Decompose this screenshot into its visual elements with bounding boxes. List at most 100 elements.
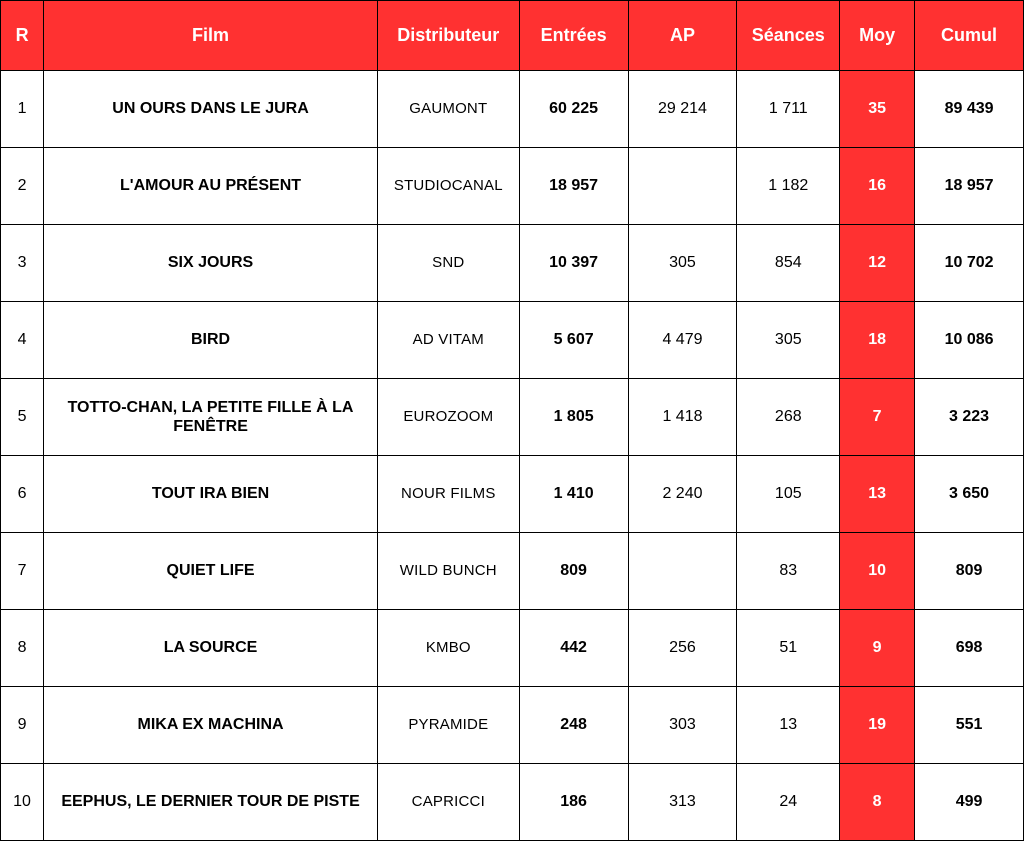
cell-entrees: 1 410 <box>519 456 628 533</box>
cell-cumul: 551 <box>915 687 1024 764</box>
cell-seances: 1 711 <box>737 71 840 148</box>
table-row: 1 UN OURS DANS LE JURA GAUMONT 60 225 29… <box>1 71 1024 148</box>
col-header-ap: AP <box>628 1 737 71</box>
cell-rank: 3 <box>1 225 44 302</box>
table-row: 10 EEPHUS, LE DERNIER TOUR DE PISTE CAPR… <box>1 764 1024 841</box>
cell-seances: 105 <box>737 456 840 533</box>
cell-entrees: 248 <box>519 687 628 764</box>
cell-cumul: 698 <box>915 610 1024 687</box>
cell-rank: 10 <box>1 764 44 841</box>
table-header-row: R Film Distributeur Entrées AP Séances M… <box>1 1 1024 71</box>
cell-dist: STUDIOCANAL <box>377 148 519 225</box>
cell-rank: 2 <box>1 148 44 225</box>
cell-cumul: 809 <box>915 533 1024 610</box>
cell-moy: 7 <box>840 379 915 456</box>
cell-entrees: 10 397 <box>519 225 628 302</box>
table-body: 1 UN OURS DANS LE JURA GAUMONT 60 225 29… <box>1 71 1024 841</box>
table-row: 9 MIKA EX MACHINA PYRAMIDE 248 303 13 19… <box>1 687 1024 764</box>
cell-ap: 313 <box>628 764 737 841</box>
cell-ap <box>628 533 737 610</box>
cell-moy: 13 <box>840 456 915 533</box>
cell-cumul: 3 223 <box>915 379 1024 456</box>
cell-cumul: 10 086 <box>915 302 1024 379</box>
cell-film: L'AMOUR AU PRÉSENT <box>44 148 378 225</box>
cell-dist: EUROZOOM <box>377 379 519 456</box>
col-header-rank: R <box>1 1 44 71</box>
cell-moy: 35 <box>840 71 915 148</box>
cell-ap: 29 214 <box>628 71 737 148</box>
cell-dist: NOUR FILMS <box>377 456 519 533</box>
cell-ap: 1 418 <box>628 379 737 456</box>
cell-ap: 256 <box>628 610 737 687</box>
cell-seances: 83 <box>737 533 840 610</box>
cell-ap: 4 479 <box>628 302 737 379</box>
table-row: 4 BIRD AD VITAM 5 607 4 479 305 18 10 08… <box>1 302 1024 379</box>
cell-moy: 8 <box>840 764 915 841</box>
table-row: 2 L'AMOUR AU PRÉSENT STUDIOCANAL 18 957 … <box>1 148 1024 225</box>
cell-cumul: 89 439 <box>915 71 1024 148</box>
cell-ap <box>628 148 737 225</box>
col-header-cumul: Cumul <box>915 1 1024 71</box>
cell-dist: CAPRICCI <box>377 764 519 841</box>
col-header-seances: Séances <box>737 1 840 71</box>
cell-rank: 5 <box>1 379 44 456</box>
cell-cumul: 3 650 <box>915 456 1024 533</box>
cell-film: EEPHUS, LE DERNIER TOUR DE PISTE <box>44 764 378 841</box>
cell-dist: AD VITAM <box>377 302 519 379</box>
cell-ap: 305 <box>628 225 737 302</box>
cell-moy: 10 <box>840 533 915 610</box>
cell-rank: 1 <box>1 71 44 148</box>
cell-moy: 18 <box>840 302 915 379</box>
cell-rank: 9 <box>1 687 44 764</box>
cell-moy: 12 <box>840 225 915 302</box>
col-header-moy: Moy <box>840 1 915 71</box>
cell-moy: 19 <box>840 687 915 764</box>
cell-film: TOTTO-CHAN, LA PETITE FILLE À LA FENÊTRE <box>44 379 378 456</box>
cell-entrees: 5 607 <box>519 302 628 379</box>
cell-dist: WILD BUNCH <box>377 533 519 610</box>
cell-entrees: 809 <box>519 533 628 610</box>
cell-entrees: 60 225 <box>519 71 628 148</box>
cell-seances: 305 <box>737 302 840 379</box>
cell-seances: 24 <box>737 764 840 841</box>
cell-film: QUIET LIFE <box>44 533 378 610</box>
table-row: 8 LA SOURCE KMBO 442 256 51 9 698 <box>1 610 1024 687</box>
table-row: 6 TOUT IRA BIEN NOUR FILMS 1 410 2 240 1… <box>1 456 1024 533</box>
cell-cumul: 18 957 <box>915 148 1024 225</box>
cell-film: TOUT IRA BIEN <box>44 456 378 533</box>
cell-film: MIKA EX MACHINA <box>44 687 378 764</box>
cell-entrees: 186 <box>519 764 628 841</box>
cell-film: SIX JOURS <box>44 225 378 302</box>
cell-seances: 268 <box>737 379 840 456</box>
col-header-dist: Distributeur <box>377 1 519 71</box>
table-row: 7 QUIET LIFE WILD BUNCH 809 83 10 809 <box>1 533 1024 610</box>
cell-film: UN OURS DANS LE JURA <box>44 71 378 148</box>
cell-dist: GAUMONT <box>377 71 519 148</box>
cell-rank: 6 <box>1 456 44 533</box>
col-header-film: Film <box>44 1 378 71</box>
cell-seances: 854 <box>737 225 840 302</box>
cell-entrees: 442 <box>519 610 628 687</box>
table-row: 3 SIX JOURS SND 10 397 305 854 12 10 702 <box>1 225 1024 302</box>
cell-dist: KMBO <box>377 610 519 687</box>
box-office-table: R Film Distributeur Entrées AP Séances M… <box>0 0 1024 841</box>
cell-rank: 7 <box>1 533 44 610</box>
cell-film: LA SOURCE <box>44 610 378 687</box>
cell-cumul: 499 <box>915 764 1024 841</box>
cell-entrees: 18 957 <box>519 148 628 225</box>
cell-film: BIRD <box>44 302 378 379</box>
cell-seances: 1 182 <box>737 148 840 225</box>
cell-rank: 8 <box>1 610 44 687</box>
table-row: 5 TOTTO-CHAN, LA PETITE FILLE À LA FENÊT… <box>1 379 1024 456</box>
col-header-entrees: Entrées <box>519 1 628 71</box>
cell-seances: 13 <box>737 687 840 764</box>
cell-dist: SND <box>377 225 519 302</box>
cell-ap: 2 240 <box>628 456 737 533</box>
cell-ap: 303 <box>628 687 737 764</box>
cell-dist: PYRAMIDE <box>377 687 519 764</box>
cell-moy: 16 <box>840 148 915 225</box>
cell-entrees: 1 805 <box>519 379 628 456</box>
cell-cumul: 10 702 <box>915 225 1024 302</box>
cell-moy: 9 <box>840 610 915 687</box>
cell-rank: 4 <box>1 302 44 379</box>
